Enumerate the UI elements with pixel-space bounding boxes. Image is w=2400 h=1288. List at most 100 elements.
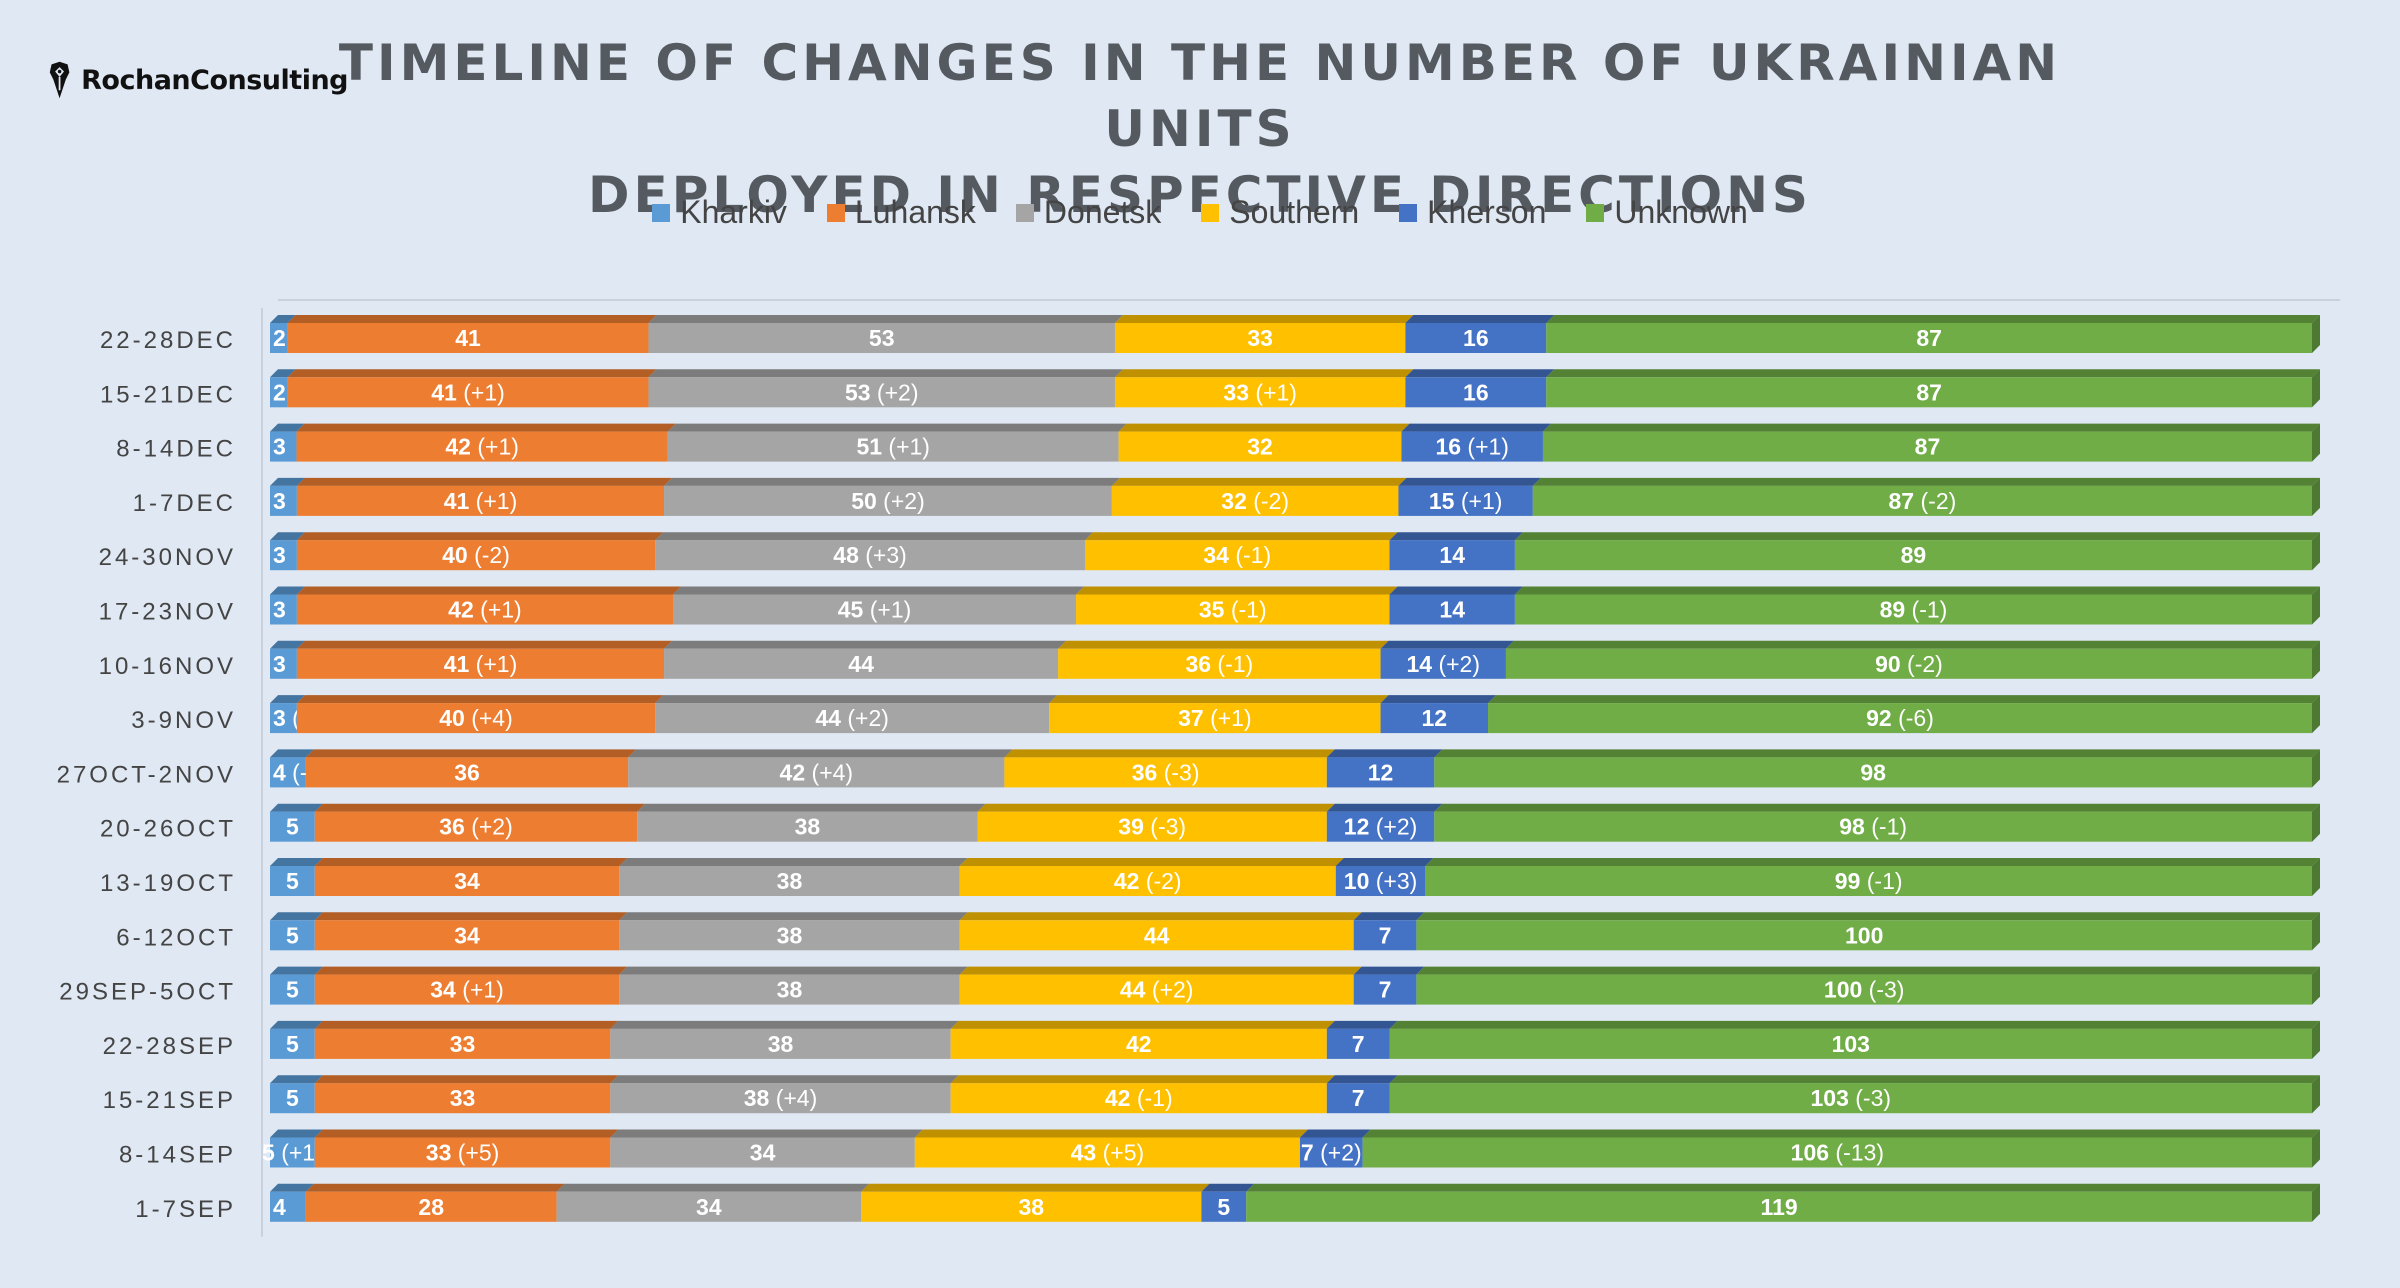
bar-segment-top	[314, 912, 628, 921]
bar-segment-top	[664, 477, 1120, 486]
data-label: 87	[1916, 379, 1942, 405]
data-label: 5 (+1)	[262, 1140, 323, 1166]
bar-segment-top	[610, 1075, 959, 1084]
category-label: 15-21DEC	[100, 381, 236, 408]
bar-segment-top	[1362, 1129, 2320, 1138]
bar-segment-top	[1085, 532, 1398, 541]
bar-segment	[1514, 594, 2312, 625]
bar-segment-top	[619, 858, 968, 866]
data-label: 103	[1832, 1031, 1870, 1057]
data-label: 3	[273, 488, 286, 514]
bar-segment	[1335, 866, 1426, 896]
data-label: 14 (+2)	[1406, 651, 1480, 677]
legend-label: Southern	[1229, 194, 1360, 230]
data-label: 32	[1247, 434, 1273, 460]
legend-item-kharkiv: Kharkiv	[652, 194, 787, 231]
data-label: 2	[273, 325, 286, 351]
bar-segment-top	[1353, 966, 1425, 975]
bar-segment-top	[296, 532, 664, 541]
category-label: 29SEP-5OCT	[59, 979, 236, 1006]
bar-segment-top	[1389, 1075, 2320, 1084]
bar-segment	[314, 1028, 611, 1059]
bar-segment	[1380, 703, 1489, 734]
legend-item-southern: Southern	[1201, 194, 1359, 231]
data-label: 16	[1463, 379, 1489, 405]
bar-segment	[950, 1083, 1327, 1114]
bar-segment-top	[296, 586, 682, 595]
bar-segment-top	[270, 1075, 323, 1084]
bar-segment-top	[1389, 1020, 2320, 1029]
bar-segment-top	[270, 586, 305, 595]
bar-segment	[296, 540, 656, 571]
brand-name: RochanConsulting	[81, 64, 348, 96]
bar-segment	[296, 703, 656, 734]
title-line-2: DEPLOYED IN RESPECTIVE DIRECTIONS	[588, 166, 1812, 224]
bar-segment-top	[1398, 477, 1541, 486]
bar-segment	[1326, 1028, 1390, 1059]
bar-segment-top	[270, 315, 296, 323]
data-label: 3	[273, 434, 286, 460]
data-label: 38	[777, 977, 803, 1003]
data-label: 38	[795, 814, 821, 840]
bar-segment-top	[305, 749, 637, 758]
bar-segment	[861, 1191, 1202, 1222]
bar-segment-top	[1118, 423, 1410, 432]
bar-segment	[1389, 1083, 2312, 1114]
data-label: 41	[455, 325, 481, 351]
data-label: 38	[768, 1031, 794, 1057]
bar-segment-side	[2312, 532, 2320, 571]
bar-segment-top	[1353, 912, 1425, 921]
data-label: 42 (+1)	[448, 597, 522, 623]
bar-segment-top	[1049, 695, 1389, 704]
bar-segment	[270, 811, 315, 842]
bar-segment	[270, 323, 288, 353]
bar-segment-top	[287, 369, 657, 378]
bar-segment-top	[1532, 477, 2320, 486]
data-label: 87 (-2)	[1889, 488, 1957, 514]
data-label: 87	[1916, 325, 1942, 351]
bar-segment	[1401, 431, 1543, 462]
data-label: 53	[869, 325, 895, 351]
bar-segment	[1434, 757, 2312, 788]
bar-segment-top	[314, 1075, 619, 1084]
data-label: 48 (+3)	[833, 542, 907, 568]
bar-segment-top	[1401, 423, 1551, 432]
bar-segment	[270, 1083, 315, 1114]
data-label: 98	[1860, 759, 1886, 785]
bar-segment	[619, 974, 960, 1005]
bar-segment	[959, 920, 1354, 951]
data-label: 42 (+1)	[445, 434, 519, 460]
data-label: 119	[1761, 1194, 1798, 1220]
bar-segment-top	[959, 912, 1362, 921]
legend-item-luhansk: Luhansk	[826, 194, 976, 231]
data-label: 3	[273, 651, 286, 677]
bar-segment	[1326, 811, 1435, 842]
bar-segment-top	[1326, 803, 1443, 812]
bar-segment	[664, 485, 1112, 516]
bar-segment-top	[1380, 640, 1514, 649]
bar-segment-top	[305, 1183, 565, 1192]
data-label: 10 (+3)	[1344, 868, 1418, 894]
bar-segment	[305, 757, 629, 788]
bar-segment-top	[296, 423, 676, 432]
bar-segment	[1246, 1191, 2312, 1222]
bar-segment-top	[270, 1129, 323, 1138]
data-label: 38	[777, 922, 803, 948]
bar-segment	[619, 920, 960, 951]
data-label: 100	[1845, 922, 1883, 948]
bar-segment	[314, 974, 620, 1005]
bar-segment	[1362, 1137, 2312, 1168]
data-label: 43 (+5)	[1071, 1140, 1145, 1166]
data-label: 34 (-1)	[1203, 542, 1271, 568]
bar-segment-side	[2312, 912, 2320, 951]
bar-segment	[1405, 377, 1547, 408]
data-label: 34 (+1)	[430, 977, 504, 1003]
bar-segment-side	[2312, 803, 2320, 842]
bar-segment	[1425, 866, 2312, 896]
bar-segment	[1111, 485, 1399, 516]
bar-segment-side	[2312, 1075, 2320, 1114]
data-label: 7	[1352, 1031, 1365, 1057]
category-label: 27OCT-2NOV	[57, 761, 236, 788]
data-label: 7	[1352, 1085, 1365, 1111]
bar-segment-top	[655, 532, 1094, 541]
